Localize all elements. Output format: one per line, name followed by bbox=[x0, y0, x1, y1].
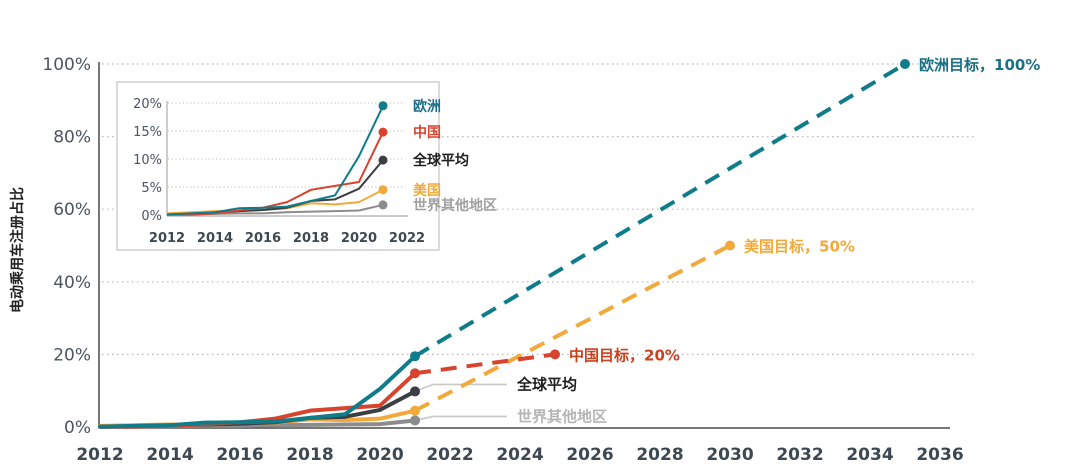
inset-legend-item-1: 中国 bbox=[413, 124, 441, 141]
inset-legend-item-3: 美国 bbox=[413, 182, 441, 199]
target-label-1: 美国目标，50% bbox=[744, 238, 855, 256]
y-axis-title: 电动乘用车注册占比 bbox=[9, 187, 26, 313]
series-line-0 bbox=[98, 354, 417, 429]
rest-of-world-label: 世界其他地区 bbox=[517, 407, 607, 425]
annotation-leaders bbox=[414, 383, 507, 422]
inset-frame bbox=[116, 81, 440, 251]
y-tick-label: 20% bbox=[53, 345, 91, 365]
target-line-0 bbox=[413, 62, 907, 358]
target-label-2: 中国目标，20% bbox=[569, 346, 680, 364]
main-series bbox=[98, 351, 420, 429]
y-tick-label: 40% bbox=[53, 273, 91, 293]
target-point-2 bbox=[550, 349, 560, 360]
x-tick-label: 2014 bbox=[146, 445, 193, 465]
inset-series-line-0 bbox=[166, 105, 384, 216]
x-tick-label: 2026 bbox=[566, 445, 613, 465]
x-tick-label: 2034 bbox=[846, 445, 893, 465]
y-tick-label: 100% bbox=[42, 55, 91, 75]
inset-y-tick-label: 10% bbox=[133, 153, 162, 168]
inset-x-tick-label: 2012 bbox=[149, 231, 185, 246]
x-tick-label: 2032 bbox=[776, 445, 823, 465]
inset-y-tick-label: 20% bbox=[133, 97, 162, 112]
global-average-label: 全球平均 bbox=[516, 375, 577, 393]
target-line-1 bbox=[414, 243, 731, 413]
x-tick-label: 2024 bbox=[496, 445, 543, 465]
y-tick-label: 80% bbox=[53, 128, 91, 148]
target-point-0 bbox=[900, 59, 910, 69]
x-tick-label: 2022 bbox=[426, 445, 473, 465]
inset-chart: 0% 5% 10% 15% 20% 2012 2014 2016 2018 2020 2022 欧… bbox=[116, 81, 497, 251]
series-end-point-4 bbox=[410, 415, 420, 426]
inset-legend-item-0: 欧洲 bbox=[413, 98, 441, 115]
x-tick-label: 2036 bbox=[916, 445, 963, 465]
inset-x-ticks: 2012 2014 2016 2018 2020 2022 bbox=[149, 231, 425, 246]
inset-grid bbox=[168, 102, 405, 188]
inset-series-end-point-4 bbox=[378, 200, 388, 210]
inset-x-tick-label: 2018 bbox=[293, 231, 329, 246]
target-line-2 bbox=[414, 352, 556, 376]
target-lines bbox=[413, 59, 910, 413]
inset-series-end-point-3 bbox=[378, 185, 388, 195]
x-tick-label: 2028 bbox=[636, 445, 683, 465]
inset-x-tick-label: 2016 bbox=[245, 231, 281, 246]
inset-series-line-1 bbox=[167, 131, 384, 216]
inset-x-tick-label: 2014 bbox=[197, 231, 233, 246]
x-tick-label: 2020 bbox=[356, 445, 403, 465]
inset-series bbox=[166, 101, 388, 216]
series-end-point-2 bbox=[410, 386, 420, 397]
inset-y-tick-label: 0% bbox=[141, 209, 162, 224]
y-tick-label: 60% bbox=[53, 200, 91, 220]
inset-x-tick-label: 2020 bbox=[341, 231, 377, 246]
inset-y-tick-label: 5% bbox=[141, 181, 162, 196]
main-y-ticks: 0% 20% 40% 60% 80% 100% bbox=[42, 55, 91, 438]
global-average-leader bbox=[414, 383, 507, 393]
inset-legend-item-4: 世界其他地区 bbox=[413, 197, 497, 214]
target-label-0: 欧洲目标，100% bbox=[919, 56, 1040, 74]
inset-series-end-point-1 bbox=[378, 127, 388, 137]
inset-legend-item-2: 全球平均 bbox=[412, 152, 469, 169]
x-tick-label: 2018 bbox=[286, 445, 333, 465]
x-tick-label: 2016 bbox=[216, 445, 263, 465]
rest-of-world-leader bbox=[414, 415, 507, 422]
inset-x-tick-label: 2022 bbox=[389, 231, 425, 246]
inset-series-end-point-2 bbox=[378, 155, 388, 165]
inset-series-end-point-0 bbox=[378, 101, 388, 111]
main-axes bbox=[98, 62, 950, 429]
inset-y-ticks: 0% 5% 10% 15% 20% bbox=[133, 97, 162, 224]
inset-y-tick-label: 15% bbox=[133, 125, 162, 140]
x-tick-label: 2030 bbox=[706, 445, 753, 465]
main-x-ticks: 2012 2014 2016 2018 2020 2022 2024 2026 2028 2030… bbox=[76, 445, 963, 465]
x-tick-label: 2012 bbox=[76, 445, 123, 465]
y-tick-label: 0% bbox=[64, 418, 91, 438]
target-point-1 bbox=[725, 240, 735, 251]
